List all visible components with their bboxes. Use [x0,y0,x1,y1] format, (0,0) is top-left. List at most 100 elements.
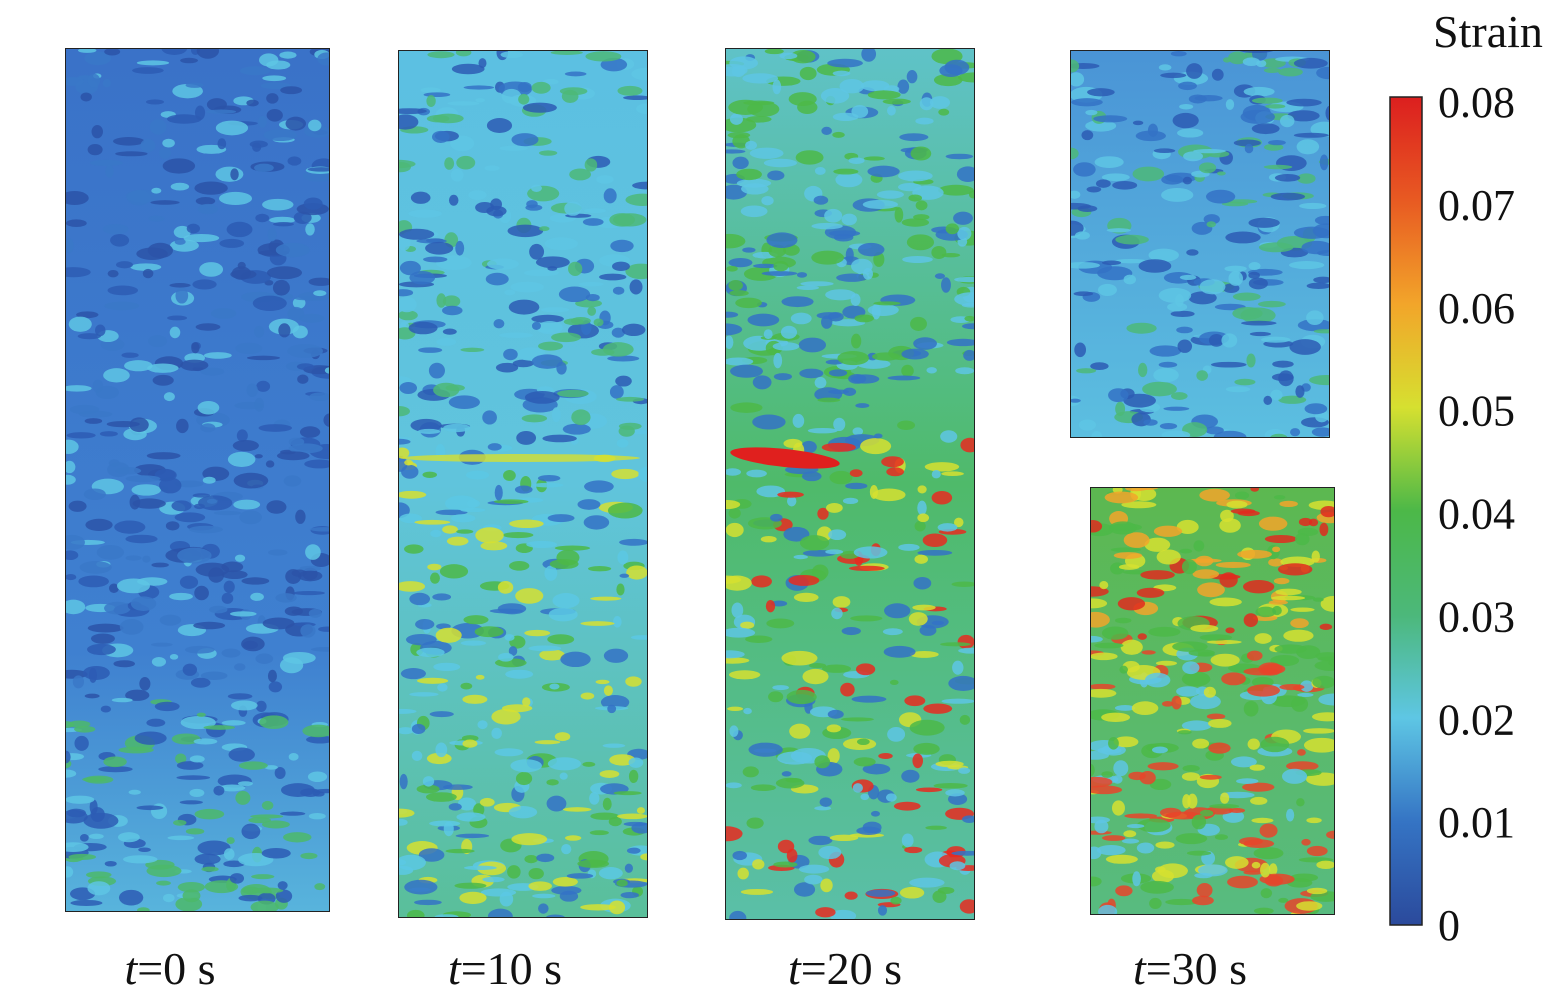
strain-blob [837,351,870,366]
strain-blob [450,168,464,182]
strain-blob [258,115,267,128]
strain-blob [544,237,578,251]
strain-blob [962,323,975,330]
strain-blob [74,735,89,751]
strain-blob [1249,331,1271,337]
strain-blob [548,607,578,622]
strain-blob [307,167,330,172]
strain-blob [294,296,319,301]
strain-blob [195,562,230,577]
strain-blob [1099,581,1109,590]
strain-blob [1199,809,1214,817]
strain-blob [725,782,742,789]
strain-blob [262,617,295,630]
strain-blob [266,500,287,514]
strain-blob [1161,430,1191,438]
strain-blob [125,475,161,483]
strain-blob [512,359,534,368]
strain-blob [308,277,330,286]
strain-blob [1161,174,1184,185]
strain-blob [275,242,310,258]
strain-blob [1114,705,1136,711]
strain-blob [1197,582,1225,598]
strain-blob [1208,742,1231,754]
strain-blob [906,69,918,84]
strain-blob [295,509,306,524]
strain-blob [65,219,87,228]
strain-blob [442,525,458,534]
time-value: =30 s [1146,943,1247,994]
strain-blob [516,431,537,445]
strain-blob [814,377,827,389]
strain-blob [1161,700,1174,707]
strain-blob [400,668,426,680]
strain-blob [267,669,277,683]
strain-blob [462,739,478,748]
strain-blob [816,312,842,319]
strain-blob [818,845,842,860]
strain-blob [299,313,325,323]
strain-blob [725,335,734,350]
strain-blob [538,903,549,914]
strain-blob [129,417,149,433]
strain-blob [546,795,567,812]
strain-blob [885,793,897,802]
strain-blob [598,867,623,880]
strain-blob [638,466,648,483]
strain-blob [478,58,487,69]
strain-blob [536,321,563,335]
strain-blob [899,133,929,142]
strain-blob [455,833,490,839]
strain-blob [465,470,490,480]
strain-blob [752,414,786,430]
strain-blob [433,662,461,672]
strain-blob [855,403,870,409]
strain-blob [898,543,920,551]
strain-blob [959,899,975,914]
strain-blob [882,628,903,636]
strain-blob [616,438,629,448]
strain-blob [115,151,148,157]
strain-blob [1159,422,1178,430]
strain-blob [951,850,975,856]
strain-blob [287,156,302,166]
strain-blob [842,387,857,396]
strain-blob [1306,845,1328,857]
strain-blob [828,529,847,541]
strain-blob [1095,179,1111,188]
strain-blob [518,93,530,105]
strain-blob [108,459,120,467]
strain-blob [235,790,251,805]
strain-blob [1264,534,1298,544]
strain-blob [827,58,863,68]
strain-blob [246,355,281,361]
strain-blob [582,218,604,226]
strain-blob [1109,521,1137,535]
strain-blob [217,138,227,150]
strain-blob [569,168,592,181]
strain-blob [919,624,937,636]
strain-blob [833,168,859,175]
strain-blob [804,874,823,885]
strain-blob [240,66,271,76]
strain-blob [1249,764,1265,771]
strain-blob [287,306,305,321]
strain-blob [426,95,436,108]
strain-blob [933,73,963,87]
strain-blob [65,191,89,205]
strain-blob [1149,345,1182,357]
strain-blob [306,735,330,744]
strain-blob [547,757,582,771]
strain-blob [1090,520,1103,533]
strain-blob [1198,864,1228,877]
strain-map [725,48,975,920]
strain-blob [197,203,219,215]
strain-blob [1225,99,1235,110]
strain-blob [521,414,548,423]
strain-blob [583,515,610,530]
strain-blob [851,104,869,118]
strain-blob [798,337,827,353]
strain-blob [770,513,783,522]
strain-blob [589,830,609,836]
strain-blob [265,460,275,468]
